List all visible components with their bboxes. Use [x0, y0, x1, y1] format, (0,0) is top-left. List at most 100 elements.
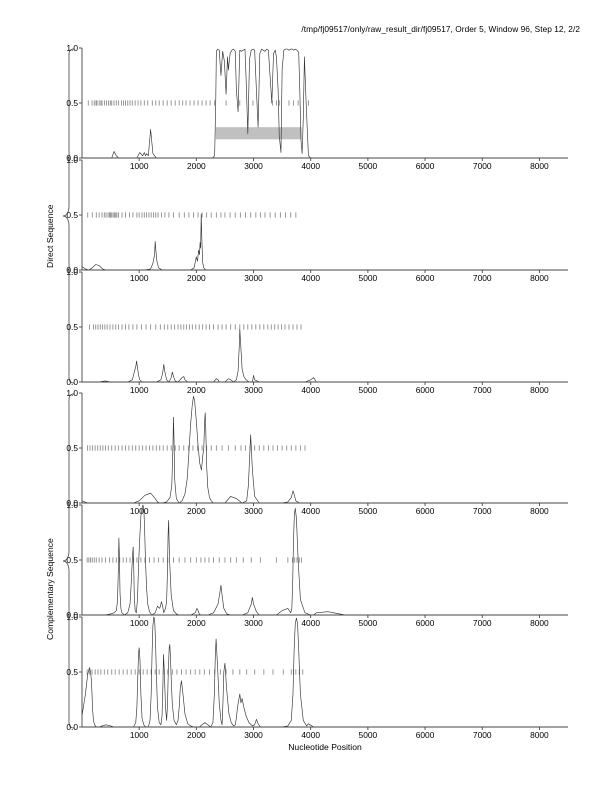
x-tick-label: 7000 — [472, 506, 492, 516]
y-tick-label: 1.0 — [66, 500, 78, 510]
feature-marker-row — [86, 669, 304, 675]
y-tick-label: 1.0 — [66, 267, 78, 277]
y-tick-label: 0.5 — [66, 555, 78, 565]
x-tick-label: 3000 — [244, 506, 263, 516]
x-tick-label: 4000 — [301, 506, 321, 516]
x-tick-label: 5000 — [358, 618, 378, 628]
panel-axes — [79, 271, 568, 385]
panel-axes — [79, 392, 568, 506]
panel-plot-area — [79, 159, 568, 273]
x-tick-label: 8000 — [530, 618, 549, 628]
x-tick-label: 4000 — [301, 730, 321, 740]
panel-plot-area — [79, 392, 568, 506]
feature-marker-row — [87, 100, 309, 106]
x-tick-label: 3000 — [244, 730, 263, 740]
x-tick-label: 8000 — [530, 506, 549, 516]
x-tick-label: 2000 — [187, 161, 206, 171]
y-tick-label: 0.5 — [66, 322, 78, 332]
x-tick-label: 2000 — [187, 385, 206, 395]
data-line-0 — [81, 395, 568, 504]
group-label-complementary: Complementary Sequence — [45, 538, 55, 640]
y-tick-label: 0.0 — [66, 722, 78, 732]
x-tick-label: 5000 — [358, 506, 378, 516]
x-tick-label: 6000 — [415, 730, 435, 740]
complementary-sequence-brace — [62, 393, 75, 729]
x-tick-label: 5000 — [358, 161, 378, 171]
x-tick-label: 6000 — [415, 273, 435, 283]
x-tick-label: 5000 — [358, 730, 378, 740]
y-tick-label: 1.0 — [66, 388, 78, 398]
x-tick-label: 1000 — [129, 506, 149, 516]
y-tick-label: 0.0 — [66, 610, 78, 620]
x-tick-label: 1000 — [129, 618, 149, 628]
panel-plot-area — [79, 271, 568, 385]
panel-4 — [79, 504, 568, 618]
y-tick-label: 1.0 — [66, 155, 78, 165]
x-tick-label: 1000 — [129, 161, 149, 171]
x-tick-label: 2000 — [187, 618, 206, 628]
y-tick-label: 0.5 — [66, 443, 78, 453]
panel-axes — [79, 47, 568, 161]
panel-axes — [79, 159, 568, 273]
data-line-0 — [82, 328, 568, 383]
panel-3 — [79, 392, 568, 506]
x-tick-label: 2000 — [187, 273, 206, 283]
panel-axes — [79, 504, 568, 618]
x-tick-label: 7000 — [472, 273, 492, 283]
x-tick-label: 4000 — [301, 273, 321, 283]
x-tick-label: 4000 — [301, 161, 321, 171]
data-line-0 — [82, 504, 568, 616]
x-tick-label: 6000 — [415, 161, 435, 171]
x-tick-label: 4000 — [301, 618, 321, 628]
figure-title: /tmp/fj09517/only/raw_result_dir/fj09517… — [301, 24, 580, 34]
x-tick-label: 1000 — [129, 273, 149, 283]
x-tick-label: 7000 — [472, 618, 492, 628]
panel-1 — [79, 159, 568, 273]
x-tick-label: 7000 — [472, 161, 492, 171]
y-tick-label: 0.0 — [66, 377, 78, 387]
y-tick-label: 0.0 — [66, 153, 78, 163]
y-tick-label: 0.0 — [66, 265, 78, 275]
x-tick-label: 5000 — [358, 273, 378, 283]
y-tick-label: 0.0 — [66, 498, 78, 508]
shaded-region — [215, 127, 302, 140]
panel-plot-area — [79, 504, 568, 618]
x-tick-label: 6000 — [415, 385, 435, 395]
y-tick-label: 0.5 — [66, 667, 78, 677]
x-tick-label: 5000 — [358, 385, 378, 395]
data-line-0 — [81, 616, 568, 728]
y-tick-label: 1.0 — [66, 43, 78, 53]
x-tick-label: 1000 — [129, 730, 149, 740]
direct-sequence-brace — [62, 48, 75, 384]
x-tick-label: 2000 — [187, 506, 206, 516]
x-tick-label: 2000 — [187, 730, 206, 740]
panel-0 — [79, 47, 568, 161]
x-tick-label: 8000 — [530, 385, 549, 395]
x-tick-label: 7000 — [472, 385, 492, 395]
x-tick-label: 8000 — [530, 730, 549, 740]
panel-5 — [79, 616, 568, 730]
y-tick-label: 0.5 — [66, 210, 78, 220]
x-tick-label: 6000 — [415, 506, 435, 516]
x-tick-label: 7000 — [472, 730, 492, 740]
y-tick-label: 1.0 — [66, 612, 78, 622]
feature-marker-row — [86, 445, 306, 451]
panel-axes — [79, 616, 568, 730]
data-line-0 — [82, 48, 568, 159]
x-tick-label: 6000 — [415, 618, 435, 628]
x-axis-title: Nucleotide Position — [288, 742, 362, 752]
x-tick-label: 3000 — [244, 618, 263, 628]
x-tick-label: 8000 — [530, 273, 549, 283]
data-line-0 — [81, 213, 568, 271]
x-tick-label: 3000 — [244, 385, 263, 395]
x-tick-label: 3000 — [244, 161, 263, 171]
y-tick-label: 0.5 — [66, 98, 78, 108]
panel-plot-area — [79, 616, 568, 730]
feature-marker-row — [87, 212, 297, 218]
feature-marker-row — [88, 324, 302, 330]
x-tick-label: 4000 — [301, 385, 321, 395]
x-tick-label: 8000 — [530, 161, 549, 171]
panel-plot-area — [79, 47, 568, 161]
x-tick-label: 1000 — [129, 385, 149, 395]
